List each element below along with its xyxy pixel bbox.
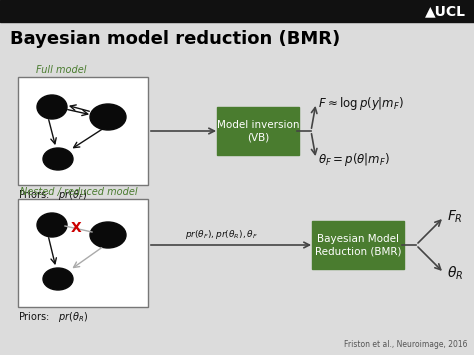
Text: Priors:   $pr(\theta_F)$: Priors: $pr(\theta_F)$ — [18, 188, 87, 202]
Text: $\theta_F = p(\theta|m_F)$: $\theta_F = p(\theta|m_F)$ — [318, 151, 390, 168]
FancyBboxPatch shape — [217, 107, 299, 155]
Text: $pr(\theta_F),pr(\theta_R),\theta_F$: $pr(\theta_F),pr(\theta_R),\theta_F$ — [184, 228, 257, 241]
Text: ▲UCL: ▲UCL — [425, 4, 466, 18]
FancyBboxPatch shape — [312, 221, 404, 269]
Text: $F_R$: $F_R$ — [447, 209, 463, 225]
Text: Model inversion
(VB): Model inversion (VB) — [217, 120, 299, 142]
Text: $\theta_R$: $\theta_R$ — [447, 264, 464, 282]
Text: Friston et al., Neuroimage, 2016: Friston et al., Neuroimage, 2016 — [345, 340, 468, 349]
Text: X: X — [71, 221, 82, 235]
FancyBboxPatch shape — [18, 77, 148, 185]
Text: Bayesian model reduction (BMR): Bayesian model reduction (BMR) — [10, 30, 340, 48]
Ellipse shape — [43, 268, 73, 290]
Text: Priors:   $pr(\theta_R)$: Priors: $pr(\theta_R)$ — [18, 310, 88, 324]
Ellipse shape — [90, 222, 126, 248]
Ellipse shape — [90, 104, 126, 130]
Ellipse shape — [37, 213, 67, 237]
Text: Nested / reduced model: Nested / reduced model — [20, 187, 137, 197]
Bar — [0, 0, 474, 22]
Ellipse shape — [37, 95, 67, 119]
Text: $F \approx \log p(y|m_F)$: $F \approx \log p(y|m_F)$ — [318, 94, 404, 111]
Text: Bayesian Model
Reduction (BMR): Bayesian Model Reduction (BMR) — [315, 234, 401, 256]
Text: Full model: Full model — [36, 65, 86, 75]
Ellipse shape — [43, 148, 73, 170]
FancyBboxPatch shape — [18, 199, 148, 307]
